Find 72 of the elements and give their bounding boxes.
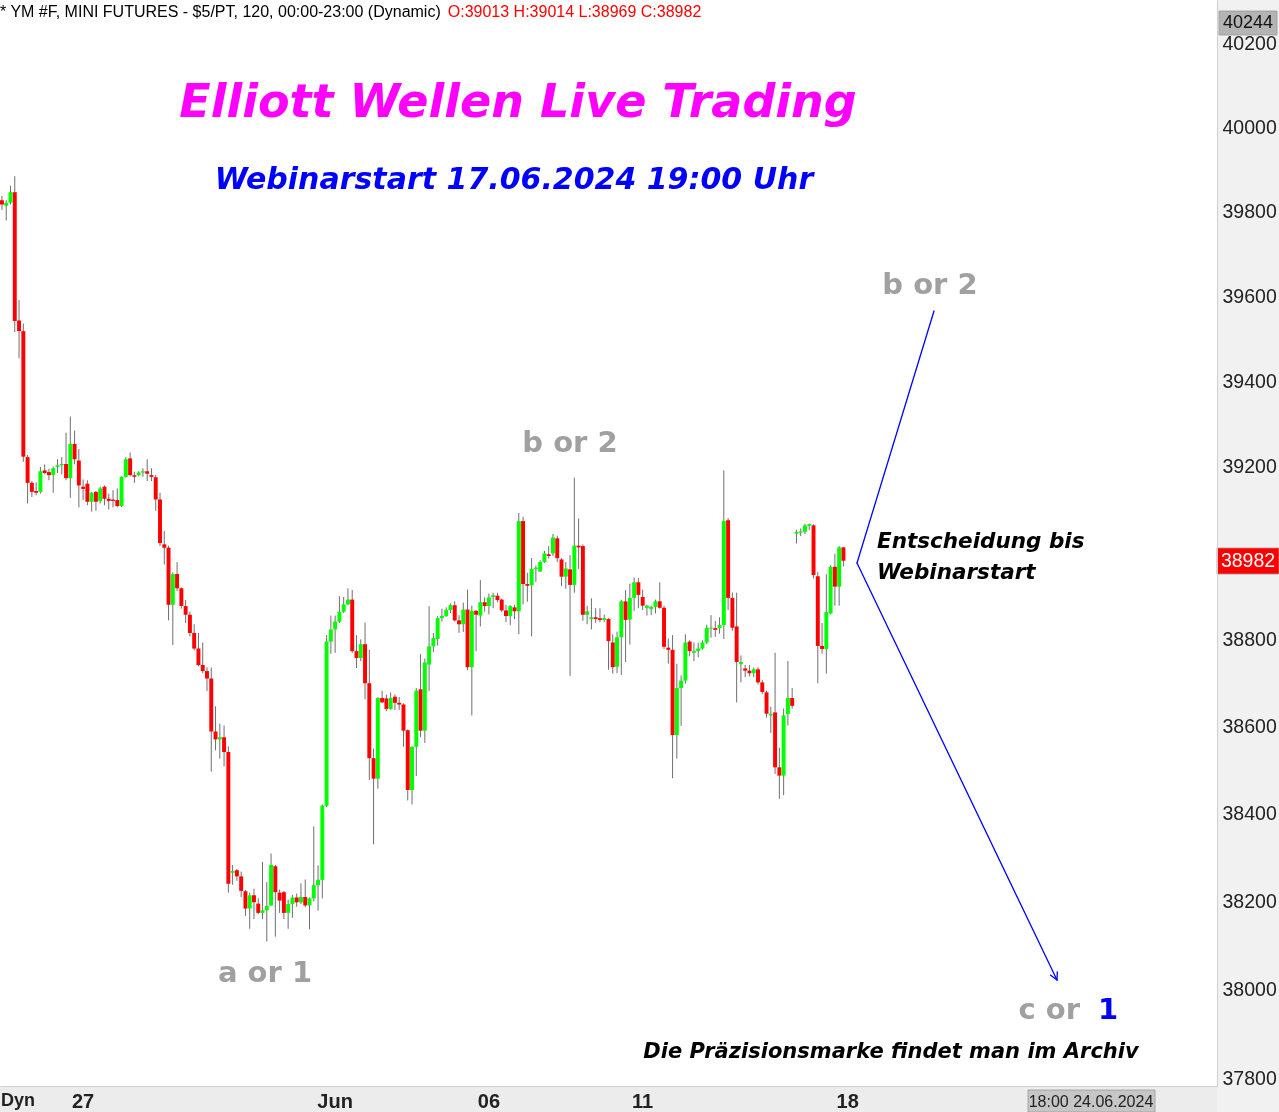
candlestick [392,694,397,711]
candlestick [568,554,573,677]
text: 40244 [1222,12,1274,32]
y-tick-label: 38800 [1222,627,1277,650]
candlestick [51,466,56,494]
x-tick-label: 27 [72,1089,95,1112]
annotation: b or 2 [522,425,618,459]
text: 38982 [1220,549,1276,571]
candlestick [277,889,282,914]
y-tick-label: 39600 [1222,284,1277,307]
x-tick-label: 18 [836,1089,859,1112]
candlestick [85,479,90,506]
candlestick [563,561,568,590]
y-tick-label: 38200 [1222,889,1277,912]
x-tick-label: Jun [317,1089,353,1112]
text: Elliott Wellen Live Trading [179,74,857,128]
candlestick [636,577,641,609]
annotation: a or 1 [217,955,313,989]
candlestick [474,609,479,652]
candlestick [64,432,68,481]
candlestick [115,487,120,508]
candlestick [589,597,594,630]
candlestick [89,491,94,513]
candlestick [790,687,795,709]
y-tick-label: 37800 [1222,1066,1277,1089]
candlestick [832,553,837,607]
candlestick [555,535,560,563]
candlestick [644,604,649,617]
candlestick [264,881,269,943]
candlestick [260,861,265,920]
candlestick [247,892,252,930]
candlestick [371,748,376,845]
x-tick-label: 11 [632,1089,654,1112]
candlestick [551,533,555,557]
y-tick-label: 39200 [1222,455,1277,478]
candlestick [4,199,9,221]
annotation: * YM #F, MINI FUTURES - $5/PT, 120, 00:00-23:00 (Dynamic) [0,3,441,20]
candlestick [508,604,513,626]
candlestick [358,638,363,662]
candlestick [709,614,713,639]
candlestick [38,466,43,495]
y-tick-label: 40000 [1222,115,1277,138]
y-tick-label: 38600 [1222,714,1277,737]
candlestick [230,864,235,886]
text: Dyn [1,1090,36,1110]
y-tick-label: 40200 [1222,31,1277,54]
candlestick [333,615,338,654]
candlestick [461,602,466,633]
text: 18:00 24.06.2024 [1028,1093,1154,1110]
y-tick-label: 38400 [1222,802,1277,825]
annotation: Entscheidung bis Webinarstart [877,528,1085,584]
candlestick [128,451,133,477]
candlestick [504,604,508,623]
annotation: O:39013 H:39014 L:38969 C:38982 [447,3,702,20]
candlestick [252,888,256,920]
candlestick [303,878,308,908]
candlestick [0,195,4,211]
candlestick [529,557,534,637]
annotation: c or 1 [1018,992,1119,1026]
candlestick [34,481,39,496]
annotation: b or 2 [882,267,978,301]
text: Webinarstart 17.06.2024 19:00 Uhr [214,161,816,196]
y-tick-label: 39400 [1222,369,1277,392]
annotation: Die Präzisionsmarke findet man im Archiv [643,1039,1140,1063]
candlestick [93,490,98,512]
y-tick-label: 38000 [1222,978,1277,1001]
candlestick [46,468,51,481]
candlestick [286,899,291,930]
x-tick-label: 06 [477,1089,501,1112]
candlestick [585,605,590,625]
candlestick [299,882,303,905]
y-tick-label: 39800 [1222,200,1277,223]
